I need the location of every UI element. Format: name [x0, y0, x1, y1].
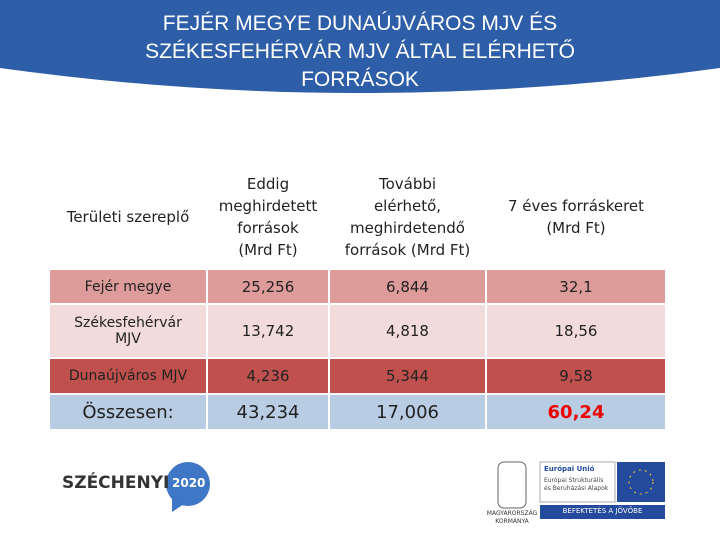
eu-fund: Európai Strukturális és Beruházási Alapo…: [544, 477, 609, 492]
header-banner: [0, 0, 720, 93]
table-row: Székesfehérvár MJV 13,742 4,818 18,56: [50, 303, 665, 357]
table-cell: 6,844: [330, 270, 487, 303]
szechenyi-year: 2020: [172, 476, 206, 490]
footer-logos: [166, 461, 665, 519]
table-row: Fejér megye 25,256 6,844 32,1: [50, 268, 665, 303]
table-cell: 4,818: [330, 305, 487, 357]
table-cell: 60,24: [547, 401, 605, 423]
eu-box: [539, 461, 616, 503]
column-header: További elérhető, meghirdetendő források…: [330, 165, 487, 268]
table-cell: Összesen:: [50, 395, 208, 429]
table-row: Dunaújváros MJV 4,236 5,344 9,58: [50, 357, 665, 393]
column-header: Területi szereplő: [50, 165, 208, 268]
szechenyi-text: SZÉCHENYI: [62, 473, 170, 493]
eu-title: Európai Unió: [544, 465, 595, 473]
table-cell: 9,58: [559, 367, 593, 385]
government-text: MAGYARORSZÁG KORMÁNYA: [486, 510, 538, 525]
table-cell: Fejér megye: [50, 270, 208, 303]
table-cell: 18,56: [554, 322, 598, 340]
table-cell: 43,234: [208, 395, 330, 429]
header-row: Területi szereplő Eddig meghirdetett forr…: [50, 165, 665, 268]
coat-of-arms: [497, 461, 527, 509]
table: Területi szereplő Eddig meghirdetett forr…: [50, 165, 665, 429]
banner-shape: [0, 0, 720, 93]
table-cell: Dunaújváros MJV: [50, 359, 208, 393]
table-row: Összesen: 43,234 17,006 60,24: [50, 393, 665, 429]
slide-title: FEJÉR MEGYE DUNAÚJVÁROS MJV ÉS SZÉKESFEH…: [145, 12, 575, 91]
table-cell: 17,006: [330, 395, 487, 429]
table-cell: 5,344: [330, 359, 487, 393]
table-cell: Székesfehérvár MJV: [50, 305, 208, 357]
eu-flag: [617, 462, 665, 502]
table-cell: 32,1: [559, 277, 593, 296]
table-cell: 4,236: [208, 359, 330, 393]
table-cell: 13,742: [208, 305, 330, 357]
slogan-bar: [540, 505, 665, 519]
szechenyi-circle: [166, 462, 210, 506]
table-cell: 25,256: [208, 270, 330, 303]
szechenyi-tail: [172, 498, 184, 512]
eu-stars: [628, 469, 654, 495]
column-header: Eddig meghirdetett források (Mrd Ft): [208, 165, 330, 268]
column-header: 7 éves forráskeret (Mrd Ft): [487, 165, 665, 268]
slogan: BEFEKTETÉS A JÖVŐBE: [562, 507, 643, 515]
